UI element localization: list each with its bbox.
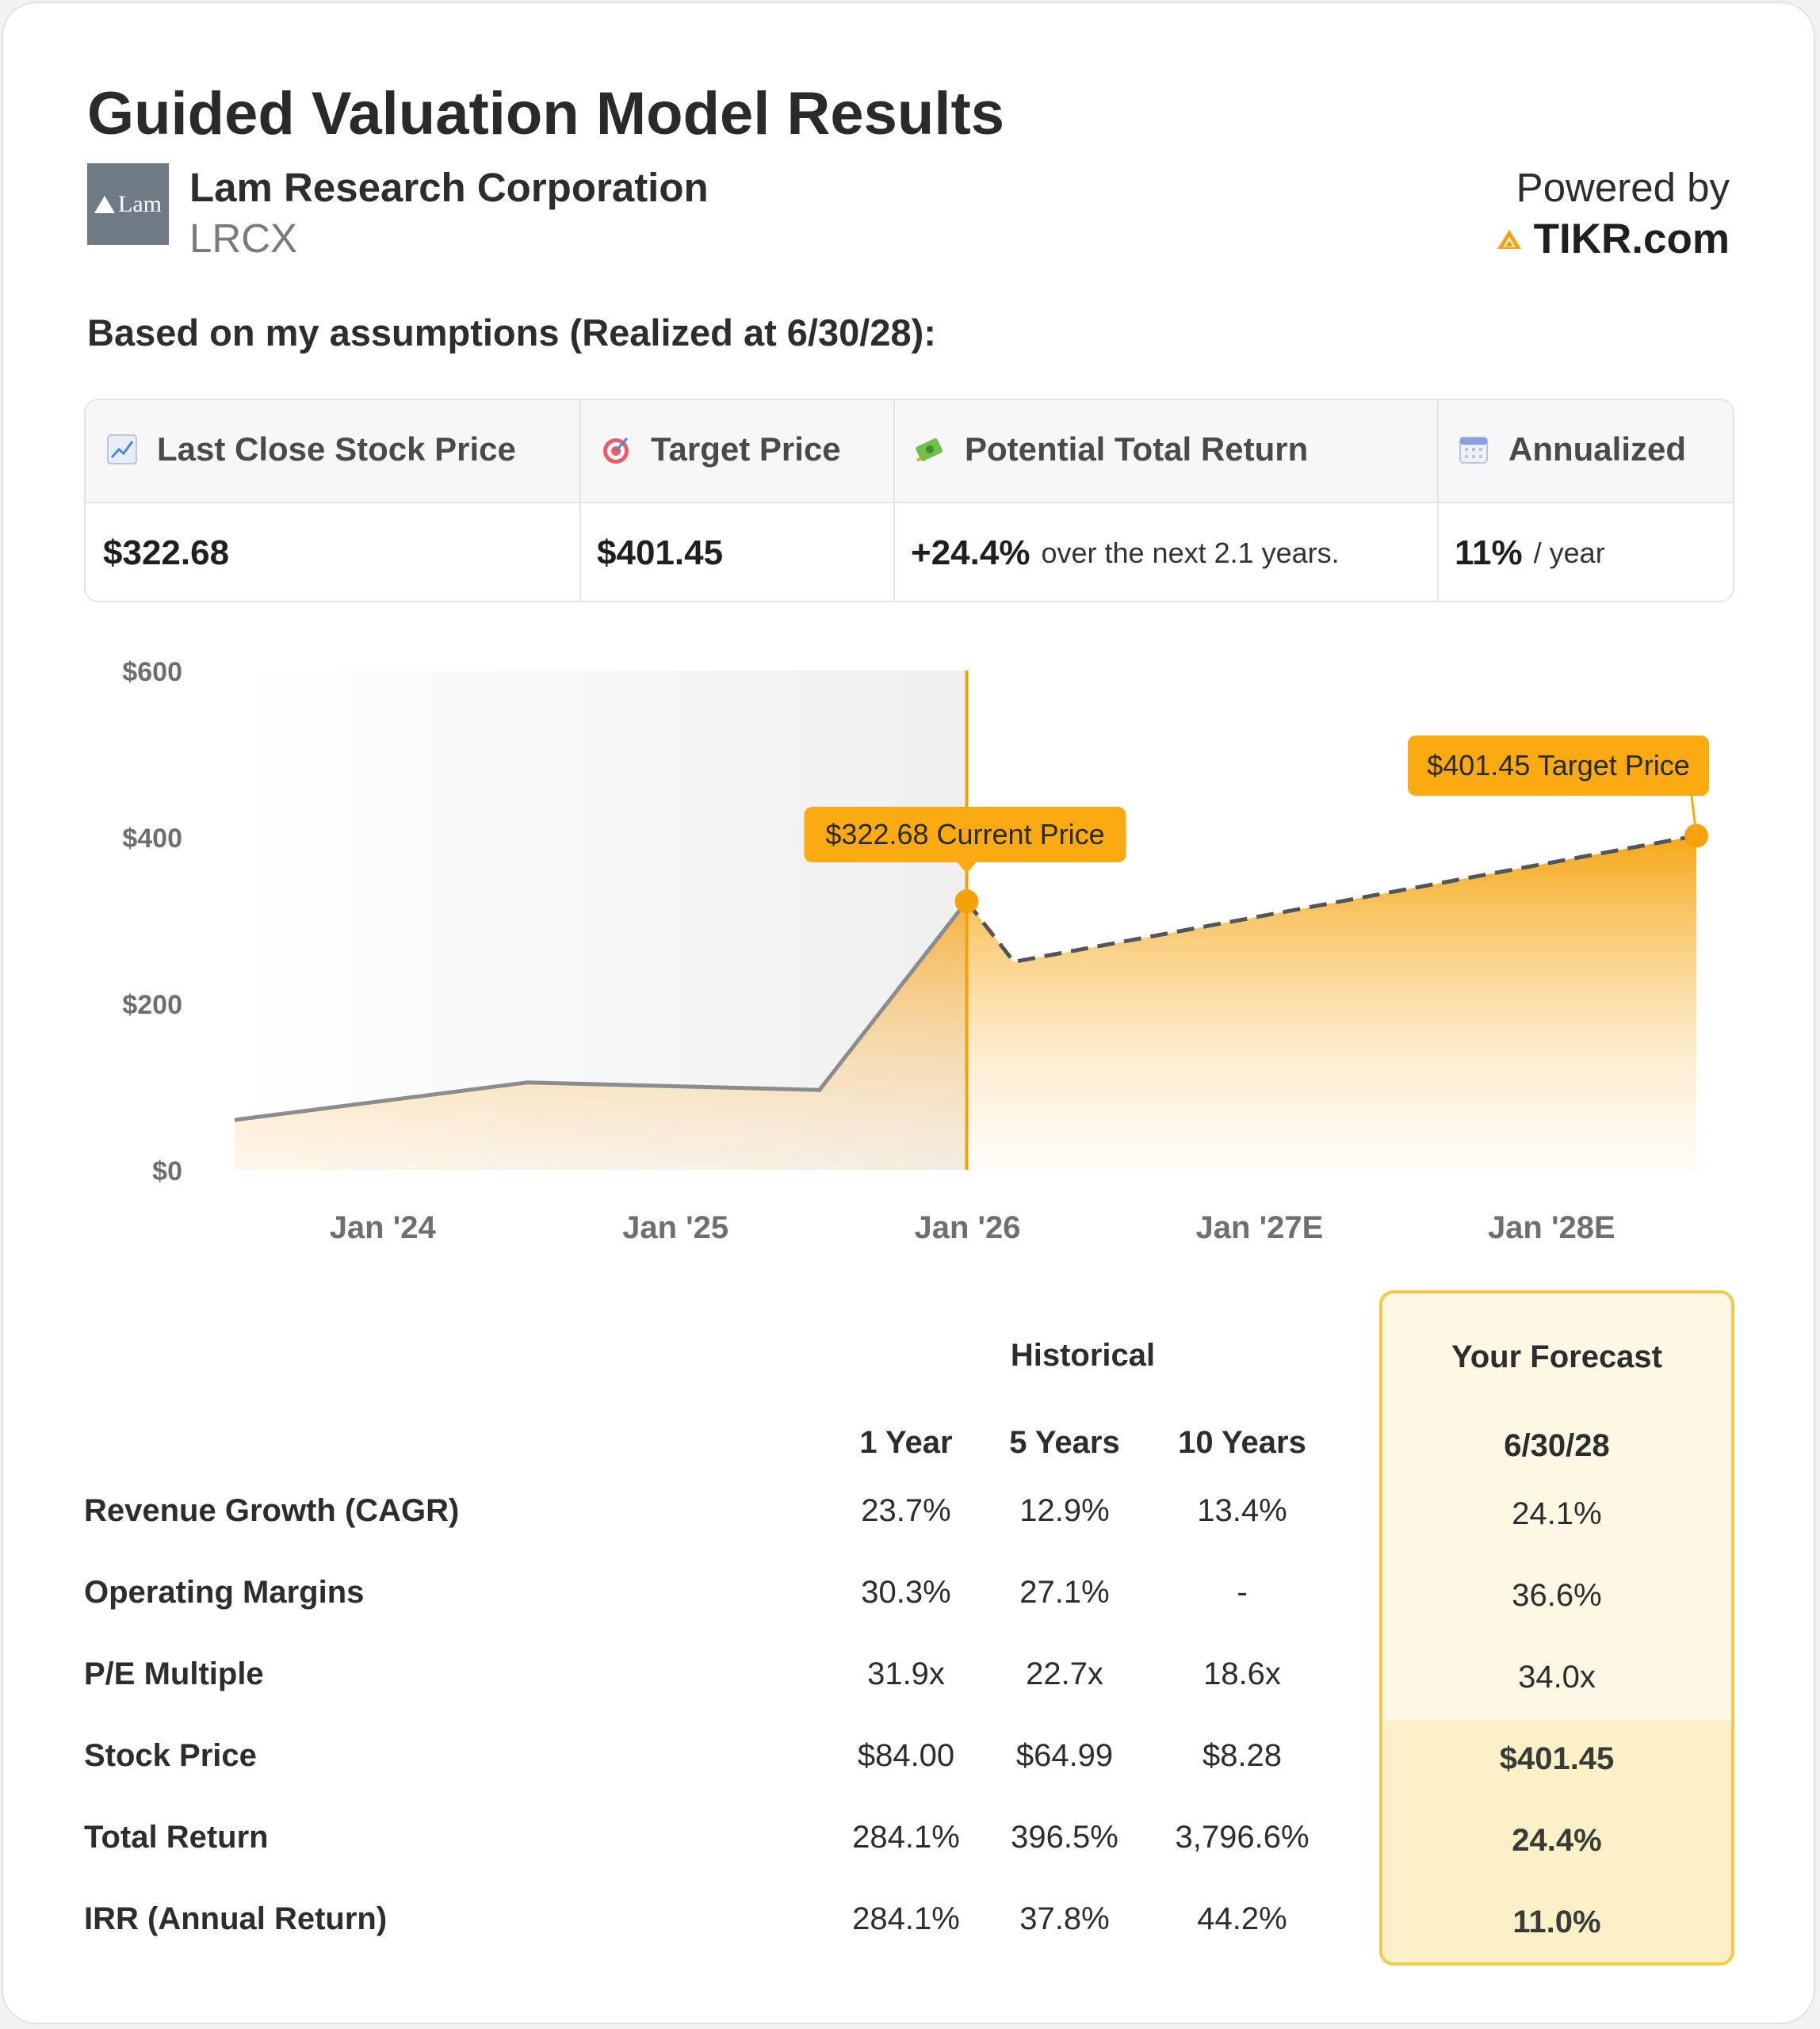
header-last-close-label: Last Close Stock Price xyxy=(157,430,516,468)
logo-text: Lam xyxy=(118,190,162,217)
logo-triangle-icon xyxy=(94,195,115,213)
summary-col-annualized xyxy=(1437,400,1733,601)
chart-up-icon xyxy=(107,434,137,464)
header-annualized: Annualized xyxy=(1437,400,1686,499)
current-price-callout-pointer xyxy=(957,862,977,873)
current-price-point xyxy=(954,889,979,914)
total-return-cell: +24.4% over the next 2.1 years. xyxy=(893,503,1340,601)
header-target: Target Price xyxy=(579,400,841,499)
header-annualized-label: Annualized xyxy=(1508,430,1687,468)
y-tick-label: $400 xyxy=(122,823,182,854)
forecast-area xyxy=(966,835,1696,1170)
header-last-close: Last Close Stock Price xyxy=(86,400,516,499)
summary-table: Last Close Stock Price Target Price Pote… xyxy=(84,399,1734,602)
x-tick-label: Jan '26 xyxy=(914,1210,1020,1245)
current-price-label: $322.68 Current Price xyxy=(825,818,1104,850)
calendar-icon xyxy=(1459,437,1488,464)
ticker-symbol: LRCX xyxy=(189,216,298,261)
target-price-label: $401.45 Target Price xyxy=(1427,749,1690,781)
current-price-callout xyxy=(804,807,1126,862)
total-return-note: over the next 2.1 years. xyxy=(1041,536,1340,569)
tikr-logo-icon xyxy=(1497,229,1521,249)
y-tick-label: $600 xyxy=(122,657,182,687)
annualized-unit: / year xyxy=(1533,536,1605,569)
brand-link[interactable]: TIKR.com xyxy=(1496,215,1730,263)
x-tick-label: Jan '27E xyxy=(1196,1210,1324,1245)
annualized-value: 11% xyxy=(1455,533,1523,572)
header-target-label: Target Price xyxy=(651,430,841,468)
target-price-value: $401.45 xyxy=(597,533,724,572)
x-tick-label: Jan '25 xyxy=(622,1210,728,1245)
annualized-cell: 11% / year xyxy=(1437,503,1605,601)
header-return: Potential Total Return xyxy=(893,400,1308,499)
money-icon xyxy=(916,438,942,462)
historical-area xyxy=(235,901,967,1170)
target-price-callout xyxy=(1408,736,1709,796)
historical-line xyxy=(234,900,969,1122)
powered-by-label: Powered by xyxy=(1516,165,1730,210)
total-return-value: +24.4% xyxy=(911,533,1030,572)
summary-header-row xyxy=(86,400,1733,503)
summary-col-target xyxy=(579,400,893,601)
brand-name: TIKR.com xyxy=(1533,216,1730,262)
company-logo: Lam xyxy=(87,163,169,245)
price-chart: $0 $200 $400 $600 Jan '24 Jan '25 Jan '26 Jan '… xyxy=(122,657,1709,1245)
x-tick-label: Jan '24 xyxy=(330,1210,437,1245)
summary-col-return xyxy=(893,400,1437,601)
y-tick-label: $0 xyxy=(152,1156,182,1186)
target-icon xyxy=(603,438,629,464)
last-close-value: $322.68 xyxy=(103,533,230,572)
forecast-line xyxy=(965,834,1697,965)
x-tick-label: Jan '28E xyxy=(1488,1210,1615,1245)
assumptions-subtitle: Based on my assumptions (Realized at 6/3… xyxy=(87,311,936,353)
target-price-connector xyxy=(1690,795,1698,836)
page-title: Guided Valuation Model Results xyxy=(87,80,1005,147)
y-tick-label: $200 xyxy=(122,990,182,1020)
company-name: Lam Research Corporation xyxy=(189,165,709,210)
header-return-label: Potential Total Return xyxy=(965,430,1309,468)
